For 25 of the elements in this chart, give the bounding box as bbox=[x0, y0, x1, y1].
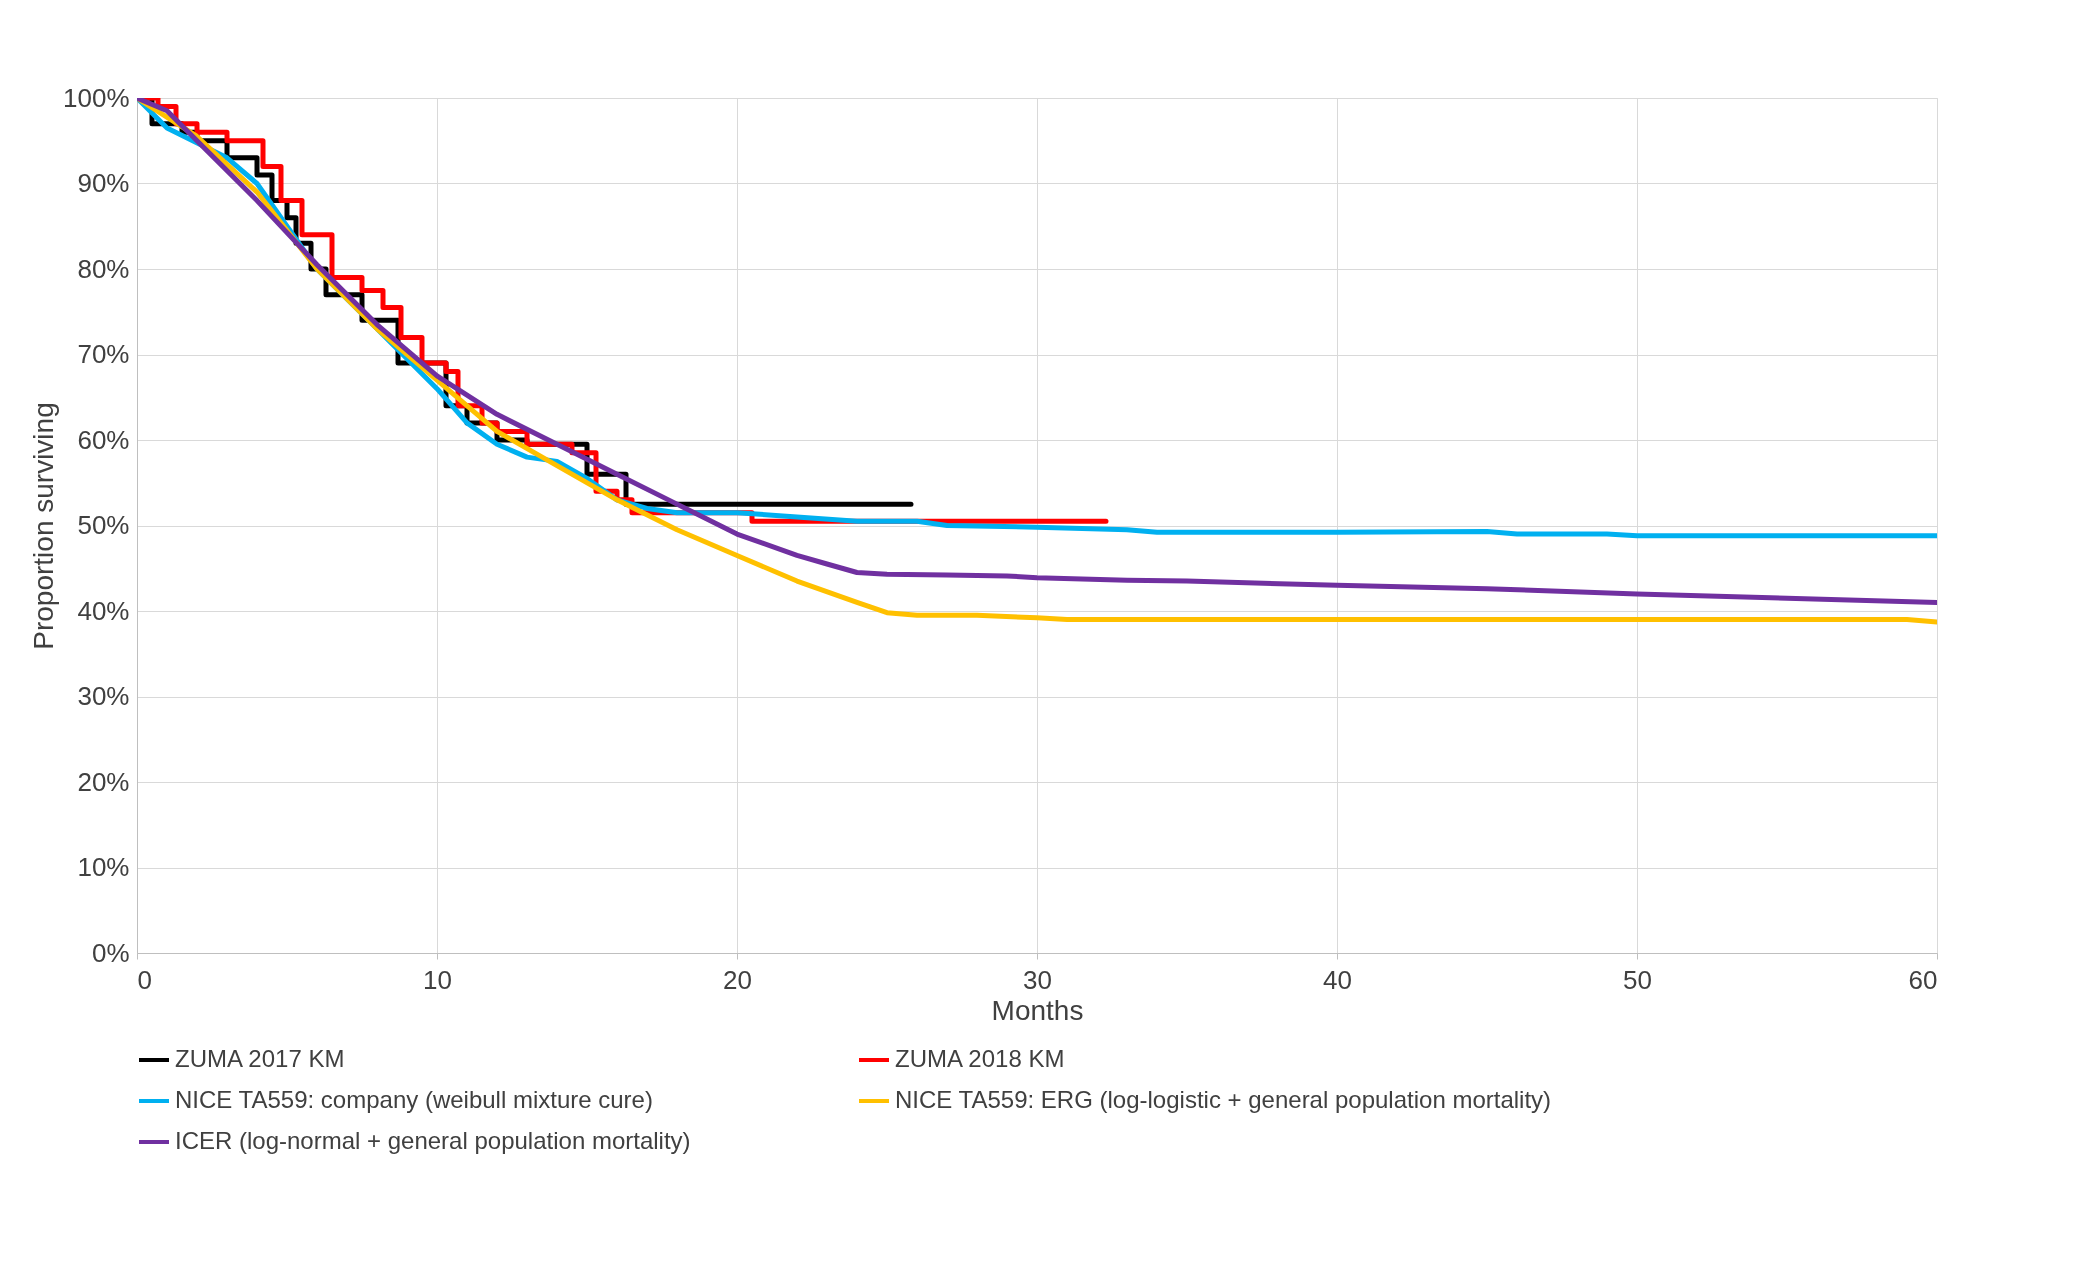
x-tick-label: 60 bbox=[1908, 964, 1938, 995]
y-tick-label: 20% bbox=[77, 766, 130, 797]
y-tick-label: 50% bbox=[77, 510, 130, 540]
x-tick-label: 30 bbox=[1023, 964, 1052, 995]
y-tick-label: 80% bbox=[77, 253, 130, 284]
y-tick-label: 30% bbox=[77, 681, 130, 711]
y-tick-label: 90% bbox=[77, 168, 130, 198]
x-tick-label: 20 bbox=[723, 964, 752, 995]
x-tick-label: 10 bbox=[423, 964, 452, 995]
legend-label: ZUMA 2018 KM bbox=[895, 1045, 1065, 1072]
x-tick-label: 40 bbox=[1323, 964, 1352, 995]
x-tick-label: 50 bbox=[1623, 964, 1652, 995]
y-axis-title: Proportion surviving bbox=[28, 402, 59, 650]
y-tick-label: 100% bbox=[63, 82, 130, 113]
legend-label: ICER (log-normal + general population mortality) bbox=[175, 1127, 691, 1154]
x-tick-label: 0 bbox=[137, 964, 152, 995]
legend-label: NICE TA559: company (weibull mixture cure) bbox=[175, 1086, 653, 1113]
y-tick-label: 10% bbox=[77, 852, 130, 882]
y-tick-label: 60% bbox=[77, 424, 130, 455]
legend-label: ZUMA 2017 KM bbox=[175, 1045, 345, 1072]
legend-label: NICE TA559: ERG (log-logistic + general population mortality) bbox=[895, 1086, 1552, 1113]
x-axis-title: Months bbox=[991, 994, 1084, 1026]
y-tick-label: 0% bbox=[91, 937, 130, 968]
y-tick-label: 70% bbox=[77, 339, 130, 369]
y-tick-label: 40% bbox=[77, 595, 130, 626]
